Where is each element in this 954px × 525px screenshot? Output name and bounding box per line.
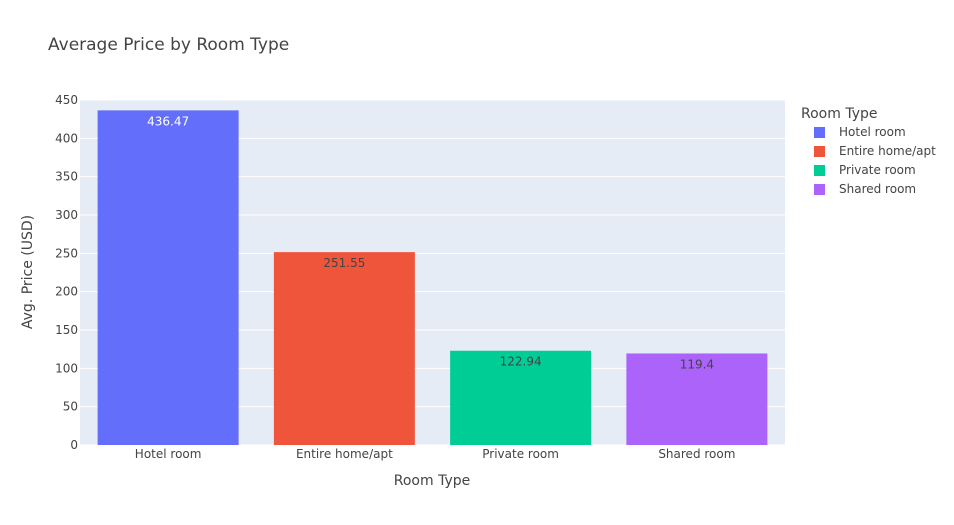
y-tick-label: 250 <box>55 246 78 260</box>
y-tick-label: 150 <box>55 323 78 337</box>
bar-value-labels: 436.47 251.55 122.94 119.4 <box>147 114 714 371</box>
y-tick-label: 0 <box>70 438 78 452</box>
bar-value-label: 119.4 <box>680 357 714 371</box>
y-tick-label: 350 <box>55 170 78 184</box>
y-tick-label: 50 <box>63 400 78 414</box>
y-tick-label: 300 <box>55 208 78 222</box>
y-tick-label: 100 <box>55 361 78 375</box>
legend-swatch <box>814 127 825 138</box>
legend-swatch <box>814 146 825 157</box>
legend-title: Room Type <box>801 106 877 122</box>
bars <box>97 110 768 446</box>
y-tick-label: 400 <box>55 131 78 145</box>
x-tick-label: Private room <box>482 447 559 461</box>
legend: Room Type Hotel room Entire home/apt Priva… <box>801 106 936 196</box>
bar-value-label: 436.47 <box>147 114 189 128</box>
legend-entry: Shared room <box>839 182 916 196</box>
bar <box>273 252 415 445</box>
bar <box>626 353 768 445</box>
x-tick-label: Hotel room <box>135 447 202 461</box>
legend-swatch <box>814 184 825 195</box>
legend-entry: Hotel room <box>839 125 906 139</box>
x-axis-ticks: Hotel room Entire home/apt Private room Sha… <box>135 447 736 461</box>
x-axis-title: Room Type <box>394 473 470 489</box>
bar <box>450 350 592 445</box>
x-tick-label: Shared room <box>658 447 735 461</box>
y-tick-label: 200 <box>55 285 78 299</box>
legend-swatch <box>814 165 825 176</box>
legend-entry: Entire home/apt <box>839 144 936 158</box>
y-tick-label: 450 <box>55 93 78 107</box>
chart-title: Average Price by Room Type <box>48 35 289 55</box>
legend-entry: Private room <box>839 163 916 177</box>
bar <box>97 110 239 446</box>
y-axis-title: Avg. Price (USD) <box>20 215 36 329</box>
bar-value-label: 122.94 <box>500 355 542 369</box>
y-axis-ticks: 0 50 100 150 200 250 300 350 400 450 <box>55 93 78 452</box>
bar-value-label: 251.55 <box>323 256 365 270</box>
x-tick-label: Entire home/apt <box>296 447 393 461</box>
